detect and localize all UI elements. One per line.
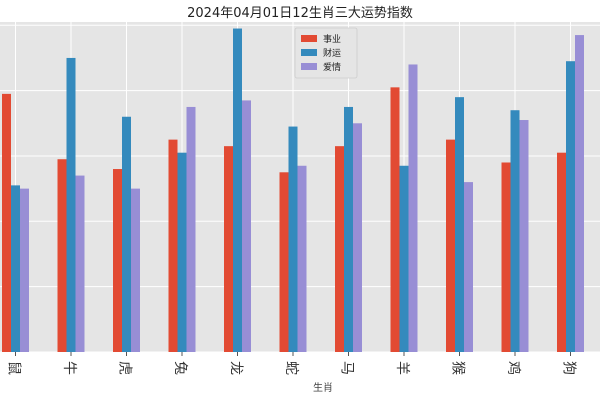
legend-label-财运: 财运 [323, 47, 341, 59]
bar-财运-羊 [399, 165, 409, 352]
bar-爱情-蛇 [297, 165, 307, 352]
x-tick-label: 马 [339, 361, 355, 375]
legend-label-爱情: 爱情 [323, 61, 341, 73]
bar-财运-蛇 [288, 126, 298, 352]
bar-财运-虎 [122, 116, 131, 352]
chart-title: 2024年04月01日12生肖三大运势指数 [187, 5, 413, 21]
bar-事业-龙 [224, 146, 233, 352]
x-tick-label: 兔 [172, 361, 188, 375]
bar-事业-蛇 [279, 172, 289, 352]
bar-事业-狗 [557, 152, 566, 352]
bar-事业-虎 [113, 169, 122, 352]
bar-财运-鼠 [11, 185, 20, 352]
bar-财运-兔 [177, 152, 187, 352]
bar-爱情-牛 [75, 175, 85, 352]
x-tick-label: 鼠 [6, 361, 22, 375]
bar-事业-猴 [446, 139, 455, 352]
x-tick-label: 龙 [228, 361, 244, 375]
x-tick-label: 蛇 [283, 361, 299, 375]
bar-事业-马 [335, 146, 344, 352]
bar-财运-鸡 [510, 110, 520, 352]
x-tick-label: 狗 [561, 361, 577, 375]
legend-label-事业: 事业 [323, 33, 341, 45]
bars [2, 28, 584, 353]
bar-事业-羊 [390, 87, 400, 353]
legend-swatch-事业 [301, 35, 317, 42]
x-tick-label: 牛 [61, 361, 77, 375]
bar-爱情-鸡 [519, 120, 529, 352]
bar-财运-狗 [566, 61, 575, 353]
bar-事业-兔 [168, 139, 178, 352]
bar-事业-鸡 [501, 162, 511, 352]
x-tick-label: 虎 [117, 361, 133, 375]
bar-爱情-龙 [242, 100, 251, 353]
bar-爱情-兔 [186, 106, 196, 352]
x-tick-label: 猴 [450, 361, 466, 375]
bar-爱情-狗 [575, 35, 584, 352]
bar-爱情-猴 [464, 182, 473, 352]
bar-爱情-鼠 [20, 188, 29, 352]
x-ticks: 鼠牛虎兔龙蛇马羊猴鸡狗 [6, 352, 577, 375]
bar-财运-牛 [66, 57, 76, 353]
bar-爱情-虎 [131, 188, 140, 352]
x-axis-label: 生肖 [313, 381, 333, 394]
bar-事业-鼠 [2, 93, 11, 352]
bar-事业-牛 [57, 159, 67, 352]
bar-爱情-羊 [408, 64, 418, 352]
bar-爱情-马 [353, 123, 362, 352]
x-tick-label: 鸡 [505, 361, 522, 375]
bar-财运-龙 [233, 28, 242, 352]
bar-财运-猴 [455, 97, 464, 352]
legend-swatch-财运 [301, 49, 317, 56]
bar-财运-马 [344, 106, 353, 352]
x-tick-label: 羊 [394, 361, 410, 375]
legend-swatch-爱情 [301, 63, 317, 70]
